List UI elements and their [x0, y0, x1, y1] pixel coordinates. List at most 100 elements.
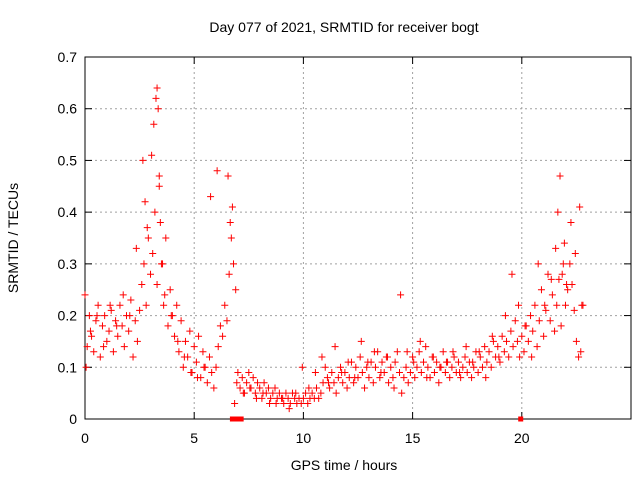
data-point — [469, 358, 477, 366]
data-point — [554, 208, 562, 216]
data-point — [210, 384, 218, 392]
data-point — [485, 348, 493, 356]
data-point — [533, 343, 541, 351]
data-point — [109, 348, 117, 356]
data-point — [344, 358, 352, 366]
data-point — [385, 379, 393, 387]
data-point — [470, 363, 478, 371]
data-point — [101, 312, 109, 320]
data-point — [509, 343, 517, 351]
data-point — [487, 363, 495, 371]
data-point — [397, 291, 405, 299]
data-point — [166, 286, 174, 294]
data-point — [540, 332, 548, 340]
data-point — [321, 363, 329, 371]
data-point — [489, 337, 497, 345]
data-point — [423, 374, 431, 382]
data-point — [93, 312, 101, 320]
x-tick-label: 20 — [514, 430, 530, 446]
data-point — [187, 368, 195, 376]
data-point — [186, 327, 194, 335]
data-point — [243, 379, 251, 387]
data-point — [442, 358, 450, 366]
data-point — [227, 234, 235, 242]
data-point — [83, 343, 91, 351]
data-point — [113, 322, 121, 330]
data-point — [318, 353, 326, 361]
y-tick-label: 0.1 — [58, 359, 78, 375]
data-point — [365, 374, 373, 382]
data-point — [389, 374, 397, 382]
data-point — [334, 374, 342, 382]
x-tick-label: 10 — [296, 430, 312, 446]
data-point — [435, 379, 443, 387]
data-point — [357, 337, 365, 345]
data-point — [567, 218, 575, 226]
zero-point — [518, 416, 524, 422]
data-point — [462, 343, 470, 351]
data-point — [96, 353, 104, 361]
data-point — [132, 244, 140, 252]
data-point — [205, 353, 213, 361]
data-point — [279, 394, 287, 402]
data-point — [417, 368, 425, 376]
data-point — [174, 337, 182, 345]
data-point — [175, 348, 183, 356]
data-point — [127, 296, 135, 304]
data-point — [371, 363, 379, 371]
data-point — [259, 389, 267, 397]
data-point — [439, 348, 447, 356]
data-point — [393, 348, 401, 356]
data-point — [286, 399, 294, 407]
data-point — [299, 394, 307, 402]
data-point — [252, 394, 260, 402]
data-point — [503, 337, 511, 345]
data-point — [376, 374, 384, 382]
data-point — [448, 363, 456, 371]
data-point — [213, 167, 221, 175]
y-tick-label: 0.4 — [58, 204, 78, 220]
data-point — [305, 384, 313, 392]
data-point — [527, 312, 535, 320]
data-point — [260, 379, 268, 387]
data-point — [151, 208, 159, 216]
data-point — [106, 301, 114, 309]
data-point — [142, 301, 150, 309]
data-point — [475, 348, 483, 356]
data-point — [280, 399, 288, 407]
data-point — [481, 343, 489, 351]
data-point — [154, 105, 162, 113]
data-point — [162, 234, 170, 242]
data-point — [214, 343, 222, 351]
data-point — [377, 368, 385, 376]
data-point — [398, 389, 406, 397]
data-point — [236, 384, 244, 392]
data-point — [404, 379, 412, 387]
data-point — [143, 224, 151, 232]
data-point — [238, 374, 246, 382]
data-point — [98, 322, 106, 330]
data-point — [167, 312, 175, 320]
data-point — [474, 368, 482, 376]
data-point — [422, 343, 430, 351]
data-point — [430, 368, 438, 376]
data-point — [230, 260, 238, 268]
data-point — [203, 379, 211, 387]
data-point — [461, 353, 469, 361]
data-point — [308, 389, 316, 397]
data-point — [411, 374, 419, 382]
data-point — [200, 363, 208, 371]
data-point — [144, 234, 152, 242]
data-point — [136, 306, 144, 314]
x-tick-label: 0 — [81, 430, 89, 446]
data-point — [468, 374, 476, 382]
data-point — [311, 368, 319, 376]
data-point — [557, 322, 565, 330]
data-point — [482, 374, 490, 382]
data-point — [228, 203, 236, 211]
data-point — [369, 379, 377, 387]
data-point — [313, 384, 321, 392]
data-point — [436, 363, 444, 371]
data-point — [226, 218, 234, 226]
data-point — [304, 399, 312, 407]
